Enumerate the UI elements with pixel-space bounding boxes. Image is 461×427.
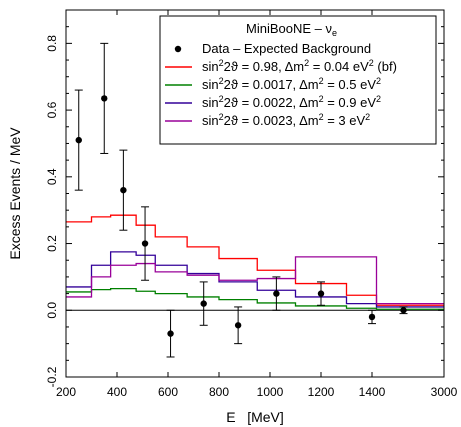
y-tick-label: 0.6 bbox=[45, 101, 59, 118]
legend-entry-3: sin22ϑ = 0.0022, Δm2 = 0.9 eV2 bbox=[165, 94, 381, 110]
legend-label: sin22ϑ = 0.98, Δm2 = 0.04 eV2 (bf) bbox=[202, 58, 397, 74]
y-tick-label: -0.2 bbox=[45, 366, 59, 387]
legend-box bbox=[159, 15, 437, 145]
y-tick-label: 0.0 bbox=[45, 302, 59, 319]
x-tick-label: 400 bbox=[107, 385, 127, 399]
data-point-marker bbox=[141, 240, 149, 247]
x-tick-label: 1400 bbox=[359, 385, 386, 399]
x-axis-ticks: 200 400 600 800 1000 1200 1400 3000 bbox=[56, 10, 458, 399]
series-line-1 bbox=[66, 214, 444, 306]
legend-entry-2: sin22ϑ = 0.0017, Δm2 = 0.5 eV2 bbox=[165, 76, 381, 92]
legend-entry-4: sin22ϑ = 0.0023, Δm2 = 3 eV2 bbox=[165, 112, 370, 128]
x-tick-label: 3000 bbox=[431, 385, 458, 399]
data-point-marker bbox=[167, 330, 174, 337]
series-line-2 bbox=[66, 287, 444, 310]
data-point bbox=[100, 42, 109, 154]
legend-title: MiniBooNE – νe bbox=[246, 21, 337, 38]
legend-marker bbox=[174, 45, 182, 53]
legend-label: Data – Expected Background bbox=[202, 41, 371, 56]
series-line-3 bbox=[66, 251, 444, 308]
legend-title-subscript: e bbox=[332, 28, 337, 38]
data-points-layer bbox=[74, 42, 408, 358]
y-axis-title: Excess Events / MeV bbox=[7, 127, 23, 260]
data-point-marker bbox=[200, 300, 207, 307]
legend-label: sin22ϑ = 0.0022, Δm2 = 0.9 eV2 bbox=[202, 94, 381, 110]
x-tick-label: 1200 bbox=[308, 385, 335, 399]
data-point-marker bbox=[234, 322, 242, 329]
y-tick-label: 0.2 bbox=[45, 235, 59, 252]
legend-label: sin22ϑ = 0.0023, Δm2 = 3 eV2 bbox=[202, 112, 370, 128]
data-point bbox=[317, 281, 325, 306]
data-point bbox=[199, 281, 208, 326]
y-tick-label: 0.4 bbox=[45, 168, 59, 185]
data-point-marker bbox=[75, 136, 82, 144]
x-axis-title: E [MeV] bbox=[226, 409, 284, 425]
series-line-4 bbox=[66, 256, 444, 305]
y-tick-label: 0.8 bbox=[45, 35, 59, 52]
legend: MiniBooNE – νe Data – Expected Backgroun… bbox=[159, 15, 437, 145]
data-point-marker bbox=[101, 95, 108, 102]
data-point bbox=[399, 306, 408, 315]
series-layer bbox=[66, 214, 444, 310]
y-axis-ticks: -0.2 0.0 0.2 0.4 0.6 0.8 bbox=[45, 9, 444, 387]
data-point bbox=[119, 149, 128, 231]
data-point bbox=[166, 309, 175, 358]
data-point-marker bbox=[400, 307, 407, 314]
legend-entry-1: sin22ϑ = 0.98, Δm2 = 0.04 eV2 (bf) bbox=[165, 58, 397, 74]
data-point-marker bbox=[317, 290, 325, 297]
data-point bbox=[234, 306, 243, 345]
data-point bbox=[272, 276, 281, 311]
x-tick-label: 200 bbox=[56, 385, 76, 399]
x-tick-label: 600 bbox=[158, 385, 178, 399]
data-point-marker bbox=[368, 313, 376, 321]
x-tick-label: 800 bbox=[209, 385, 229, 399]
legend-label: sin22ϑ = 0.0017, Δm2 = 0.5 eV2 bbox=[202, 76, 381, 92]
data-point-marker bbox=[273, 290, 280, 297]
data-point bbox=[141, 206, 150, 281]
legend-entry-data: Data – Expected Background bbox=[174, 41, 371, 56]
legend-title-main: MiniBooNE – ν bbox=[246, 21, 332, 36]
x-tick-label: 1000 bbox=[257, 385, 284, 399]
data-point bbox=[368, 309, 376, 325]
data-point bbox=[74, 89, 83, 191]
data-point-marker bbox=[120, 186, 127, 194]
